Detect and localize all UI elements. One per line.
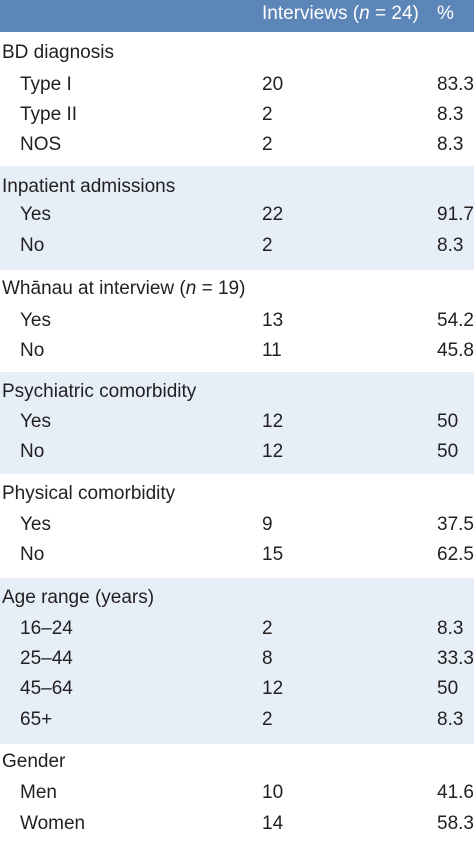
table-row: NOS 2 8.3 — [20, 134, 464, 155]
table-row: Type II 2 8.3 — [20, 104, 464, 125]
group-title: Physical comorbidity — [2, 483, 176, 504]
group-title: Gender — [2, 751, 66, 772]
table-row: 25–44 8 33.3 — [20, 648, 474, 669]
group-physical-comorbidity: Physical comorbidity Yes 9 37.5 No 15 62… — [0, 474, 474, 578]
group-inpatient-admissions: Inpatient admissions Yes 22 91.7 No 2 8.… — [0, 166, 474, 270]
table-row: 45–64 12 50 — [20, 678, 459, 699]
group-psychiatric-comorbidity: Psychiatric comorbidity Yes 12 50 No 12 … — [0, 372, 474, 474]
group-title: Psychiatric comorbidity — [2, 381, 197, 402]
table-row: Women 14 58.3 — [20, 813, 474, 834]
table-row: Yes 13 54.2 — [20, 310, 474, 331]
group-whanau-at-interview: Whānau at interview (n = 19) Yes 13 54.2… — [0, 270, 474, 372]
header-percent: % — [437, 3, 454, 24]
table-row: Yes 22 91.7 — [20, 204, 474, 225]
table-row: 16–24 2 8.3 — [20, 618, 464, 639]
header-interviews: Interviews (n = 24) — [262, 3, 419, 24]
group-gender: Gender Men 10 41.6 Women 14 58.3 — [0, 744, 474, 836]
group-title: Whānau at interview (n = 19) — [2, 278, 246, 299]
table-row: No 11 45.8 — [20, 340, 474, 361]
table-row: No 12 50 — [20, 441, 459, 462]
table-row: Men 10 41.6 — [20, 782, 474, 803]
group-title: Inpatient admissions — [2, 176, 176, 197]
group-title: BD diagnosis — [2, 42, 114, 63]
table-row: No 15 62.5 — [20, 544, 474, 565]
table-header: Interviews (n = 24) % — [0, 0, 474, 32]
table-row: 65+ 2 8.3 — [20, 709, 464, 730]
group-age-range: Age range (years) 16–24 2 8.3 25–44 8 33… — [0, 578, 474, 744]
table-row: Yes 12 50 — [20, 411, 459, 432]
table-row: Yes 9 37.5 — [20, 514, 474, 535]
group-bd-diagnosis: BD diagnosis Type I 20 83.3 Type II 2 8.… — [0, 32, 474, 166]
group-title: Age range (years) — [2, 587, 155, 608]
table-row: Type I 20 83.3 — [20, 74, 474, 95]
table-row: No 2 8.3 — [20, 235, 464, 256]
